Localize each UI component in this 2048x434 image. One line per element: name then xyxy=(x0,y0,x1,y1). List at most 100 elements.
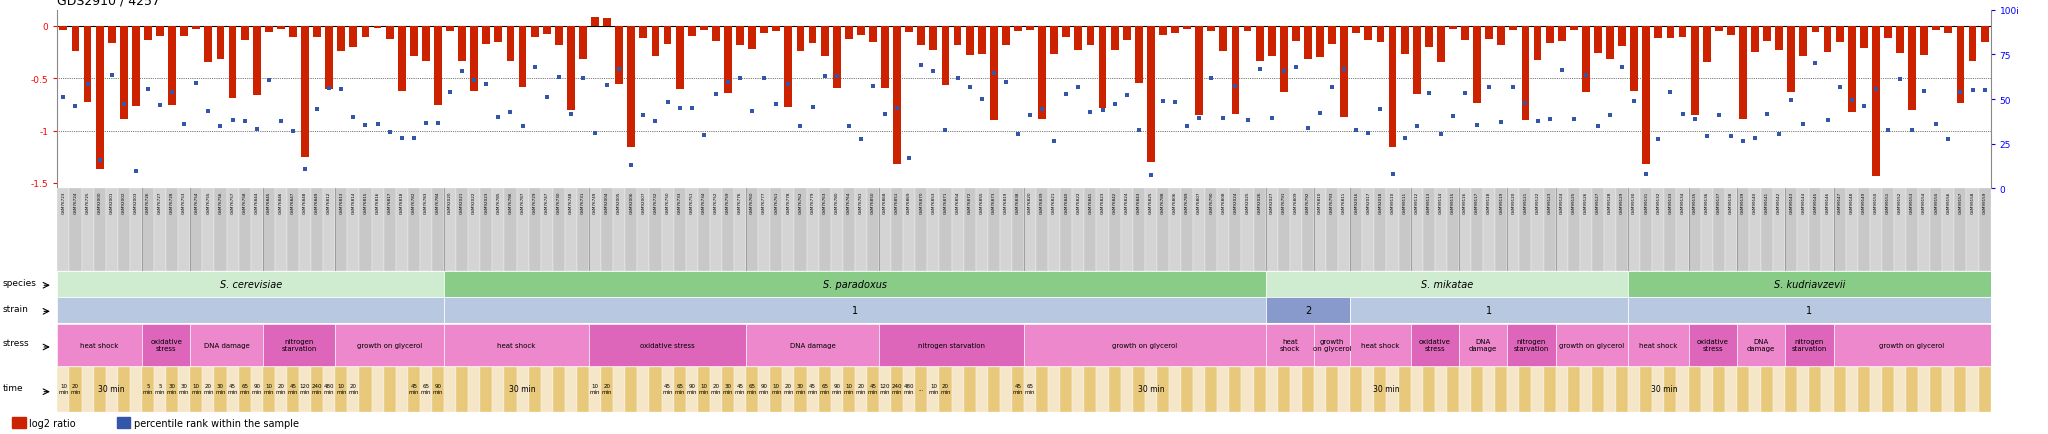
Bar xyxy=(553,189,565,271)
Bar xyxy=(471,26,477,92)
Text: GSM99154: GSM99154 xyxy=(1923,191,1927,214)
Text: GSM76753: GSM76753 xyxy=(182,191,186,214)
Bar xyxy=(1534,26,1542,61)
Point xyxy=(1823,85,1855,92)
Bar xyxy=(1450,26,1456,30)
Bar xyxy=(758,367,770,412)
Bar xyxy=(166,367,178,412)
Text: GSM76846: GSM76846 xyxy=(279,191,283,214)
Text: 240
min: 240 min xyxy=(311,383,322,394)
Bar xyxy=(422,26,430,62)
Bar xyxy=(1329,26,1335,46)
Bar xyxy=(541,367,553,412)
Bar xyxy=(580,26,588,60)
Bar xyxy=(1665,189,1677,271)
Bar xyxy=(1217,367,1229,412)
Text: 30 min: 30 min xyxy=(98,384,125,393)
Bar xyxy=(1628,297,1991,323)
Bar xyxy=(1229,367,1241,412)
Bar xyxy=(1303,189,1315,271)
Bar xyxy=(289,26,297,38)
Bar xyxy=(250,367,262,412)
Bar xyxy=(651,26,659,57)
Bar xyxy=(1761,367,1774,412)
Bar xyxy=(940,189,952,271)
Bar xyxy=(1255,26,1264,62)
Bar xyxy=(1739,26,1747,120)
Point xyxy=(723,76,756,82)
Text: 20
min: 20 min xyxy=(711,383,721,394)
Bar xyxy=(987,189,999,271)
Bar xyxy=(1204,367,1217,412)
Bar xyxy=(129,367,141,412)
Point xyxy=(905,62,938,69)
Point xyxy=(831,123,864,130)
Bar xyxy=(1751,26,1759,53)
Bar xyxy=(676,26,684,89)
Point xyxy=(1159,99,1192,106)
Text: GSM92016: GSM92016 xyxy=(1354,191,1358,214)
Text: GSM76749: GSM76749 xyxy=(594,191,598,214)
Bar xyxy=(492,367,504,412)
Bar xyxy=(178,189,190,271)
Bar xyxy=(57,367,70,412)
Bar xyxy=(1737,324,1786,366)
Bar xyxy=(625,367,637,412)
Point xyxy=(47,95,80,102)
Bar xyxy=(1229,189,1241,271)
Bar xyxy=(250,189,262,271)
Text: 10
min: 10 min xyxy=(698,383,709,394)
Point xyxy=(446,68,479,75)
Text: GSM76842: GSM76842 xyxy=(1112,191,1116,214)
Text: GSM76786: GSM76786 xyxy=(508,191,512,214)
Text: 90
min: 90 min xyxy=(432,383,442,394)
Bar xyxy=(276,26,285,30)
Bar xyxy=(311,189,324,271)
Bar xyxy=(432,189,444,271)
Bar xyxy=(326,26,334,90)
Text: 2: 2 xyxy=(1305,306,1311,315)
Point xyxy=(784,123,817,130)
Bar xyxy=(942,26,950,86)
Bar xyxy=(831,189,844,271)
Bar xyxy=(795,189,807,271)
Bar xyxy=(156,26,164,37)
Text: percentile rank within the sample: percentile rank within the sample xyxy=(133,418,299,427)
Bar xyxy=(1665,367,1677,412)
Bar xyxy=(637,189,649,271)
Point xyxy=(1401,124,1434,131)
Point xyxy=(1001,131,1034,138)
Bar xyxy=(1317,26,1323,58)
Text: GSM76839: GSM76839 xyxy=(1040,191,1044,214)
Bar xyxy=(383,189,395,271)
Text: GSM76783: GSM76783 xyxy=(424,191,428,214)
Bar xyxy=(578,367,590,412)
Bar xyxy=(362,26,369,38)
Bar xyxy=(371,189,383,271)
Bar xyxy=(1860,26,1868,49)
Point xyxy=(205,123,238,130)
Bar xyxy=(1872,26,1880,177)
Bar xyxy=(1423,367,1436,412)
Bar xyxy=(166,189,178,271)
Text: GSM99122: GSM99122 xyxy=(1536,191,1540,214)
Bar xyxy=(1339,26,1348,118)
Bar xyxy=(733,367,745,412)
Text: GSM99140: GSM99140 xyxy=(1753,191,1757,214)
Text: GSM99111: GSM99111 xyxy=(1403,191,1407,214)
Text: GSM99110: GSM99110 xyxy=(1391,191,1395,214)
Point xyxy=(1702,112,1735,119)
Bar xyxy=(1012,189,1024,271)
Point xyxy=(1315,85,1348,92)
Bar xyxy=(227,189,238,271)
Bar xyxy=(1798,367,1810,412)
Text: GSM99157: GSM99157 xyxy=(1958,191,1962,214)
Point xyxy=(1872,128,1905,135)
Text: GSM99138: GSM99138 xyxy=(1729,191,1733,214)
Text: heat shock: heat shock xyxy=(1362,342,1399,348)
Bar xyxy=(1145,189,1157,271)
Point xyxy=(1135,172,1167,179)
Text: 10
min: 10 min xyxy=(928,383,938,394)
Bar xyxy=(674,367,686,412)
Bar xyxy=(299,367,311,412)
